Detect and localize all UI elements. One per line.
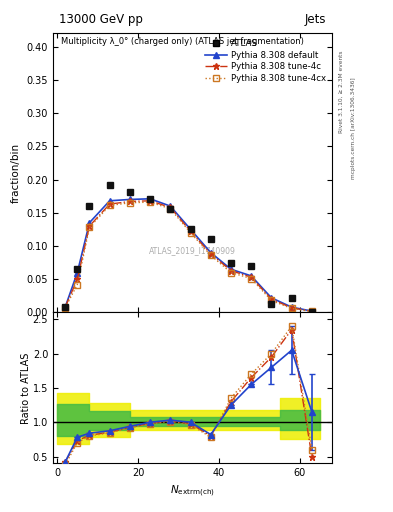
X-axis label: $N_{\rm{extrm(ch)}}$: $N_{\rm{extrm(ch)}}$	[170, 484, 215, 499]
Legend: ATLAS, Pythia 8.308 default, Pythia 8.308 tune-4c, Pythia 8.308 tune-4cx: ATLAS, Pythia 8.308 default, Pythia 8.30…	[203, 37, 328, 85]
Text: 13000 GeV pp: 13000 GeV pp	[59, 13, 143, 26]
Text: mcplots.cern.ch [arXiv:1306.3436]: mcplots.cern.ch [arXiv:1306.3436]	[351, 77, 356, 179]
Y-axis label: fraction/bin: fraction/bin	[11, 143, 21, 203]
Text: Rivet 3.1.10, ≥ 2.3M events: Rivet 3.1.10, ≥ 2.3M events	[339, 51, 344, 134]
Y-axis label: Ratio to ATLAS: Ratio to ATLAS	[21, 352, 31, 423]
Text: Jets: Jets	[305, 13, 327, 26]
Text: ATLAS_2019_I1740909: ATLAS_2019_I1740909	[149, 247, 236, 255]
Text: Multiplicity λ_0° (charged only) (ATLAS jet fragmentation): Multiplicity λ_0° (charged only) (ATLAS …	[61, 37, 304, 47]
